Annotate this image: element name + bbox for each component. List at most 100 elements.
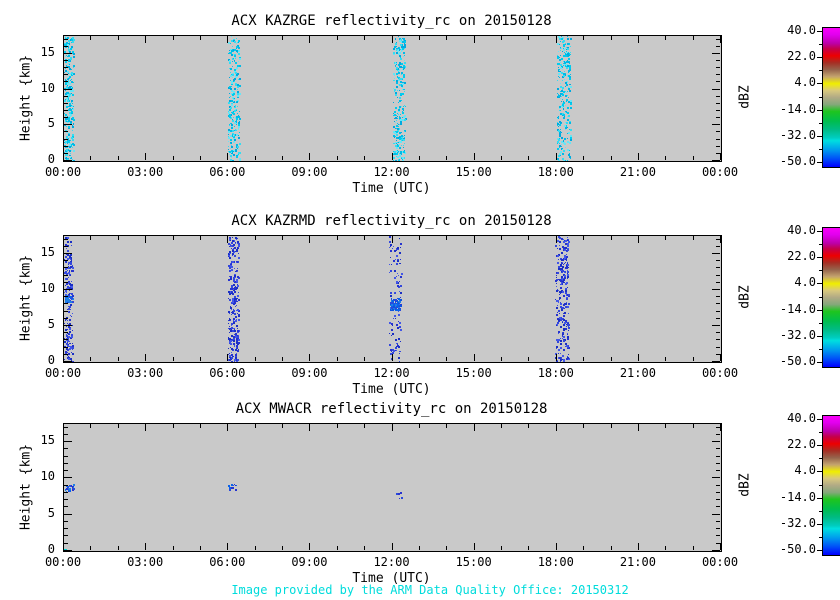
data-point (560, 112, 563, 115)
data-point (397, 113, 399, 115)
data-point (566, 271, 569, 274)
y-tick (712, 52, 720, 54)
y-tick (64, 67, 68, 69)
y-tick (716, 339, 720, 341)
data-point (555, 254, 558, 257)
data-point (69, 257, 72, 260)
data-point (233, 344, 235, 346)
colorbar-minor-tick (819, 296, 822, 298)
data-point (557, 254, 560, 257)
data-point (567, 293, 570, 296)
data-point (570, 99, 573, 102)
data-point (231, 124, 234, 127)
data-point (564, 52, 566, 54)
x-axis-label: Time (UTC) (352, 382, 431, 397)
data-point (236, 298, 238, 300)
data-point (567, 278, 569, 280)
y-tick (64, 499, 68, 501)
data-point (396, 327, 399, 330)
x-tick (364, 546, 366, 550)
data-point (232, 57, 235, 60)
y-tick (64, 542, 68, 544)
data-point (567, 48, 570, 51)
data-point (568, 313, 570, 315)
data-point (396, 61, 398, 63)
colorbar-minor-tick (819, 122, 822, 124)
y-tick (64, 102, 68, 104)
data-point (561, 289, 564, 292)
data-point (400, 263, 402, 265)
data-point (69, 293, 71, 295)
data-point (68, 145, 70, 147)
data-point (230, 104, 233, 107)
data-point (392, 348, 395, 351)
data-point (72, 159, 74, 161)
data-point (232, 485, 234, 487)
data-point (230, 145, 233, 148)
data-point (562, 99, 564, 101)
data-point (69, 81, 71, 83)
data-point (565, 112, 567, 114)
colorbar-tick-label: -50.0 (779, 542, 816, 556)
x-tick (692, 357, 694, 361)
data-point (65, 256, 67, 259)
data-point (559, 279, 562, 282)
data-point (559, 95, 561, 97)
data-point (64, 236, 66, 238)
data-point (67, 258, 70, 261)
data-point (394, 37, 396, 39)
x-tick (692, 156, 694, 160)
data-point (403, 135, 405, 137)
data-point (68, 358, 71, 361)
data-point (395, 250, 397, 252)
data-point (396, 308, 399, 311)
data-point (237, 95, 240, 98)
data-point (65, 548, 67, 550)
data-point (234, 135, 236, 137)
data-point (71, 294, 74, 297)
data-point (564, 82, 567, 85)
data-point (563, 138, 566, 141)
data-point (72, 123, 74, 125)
x-tick (528, 424, 530, 428)
data-point (560, 96, 562, 98)
data-point (228, 50, 230, 52)
data-point (561, 284, 563, 286)
data-point (570, 54, 572, 56)
data-point (565, 83, 568, 86)
data-point (227, 485, 230, 488)
data-point (234, 87, 237, 90)
data-point (397, 344, 399, 346)
data-point (70, 81, 73, 84)
data-point (560, 247, 562, 249)
data-point (235, 332, 238, 335)
data-point (393, 292, 396, 295)
x-tick (90, 156, 92, 160)
data-point (238, 120, 240, 122)
x-tick (227, 153, 229, 160)
data-point (70, 296, 73, 299)
x-tick (528, 156, 530, 160)
data-point (395, 149, 398, 152)
data-point (70, 254, 73, 257)
data-point (397, 129, 400, 132)
data-point (401, 87, 403, 89)
data-point (566, 141, 569, 144)
data-point (402, 111, 405, 114)
data-point (561, 143, 563, 145)
data-point (69, 283, 72, 286)
data-point (560, 268, 563, 271)
x-tick (90, 36, 92, 40)
data-point (561, 122, 563, 124)
x-tick (418, 36, 420, 40)
data-point (555, 285, 557, 287)
data-point (72, 73, 74, 75)
data-point (392, 52, 395, 55)
colorbar-tick (817, 523, 822, 525)
data-point (66, 141, 68, 143)
data-point (394, 77, 396, 79)
data-point (563, 102, 566, 105)
data-point (68, 485, 70, 487)
data-point (397, 303, 399, 305)
data-point (398, 40, 401, 43)
